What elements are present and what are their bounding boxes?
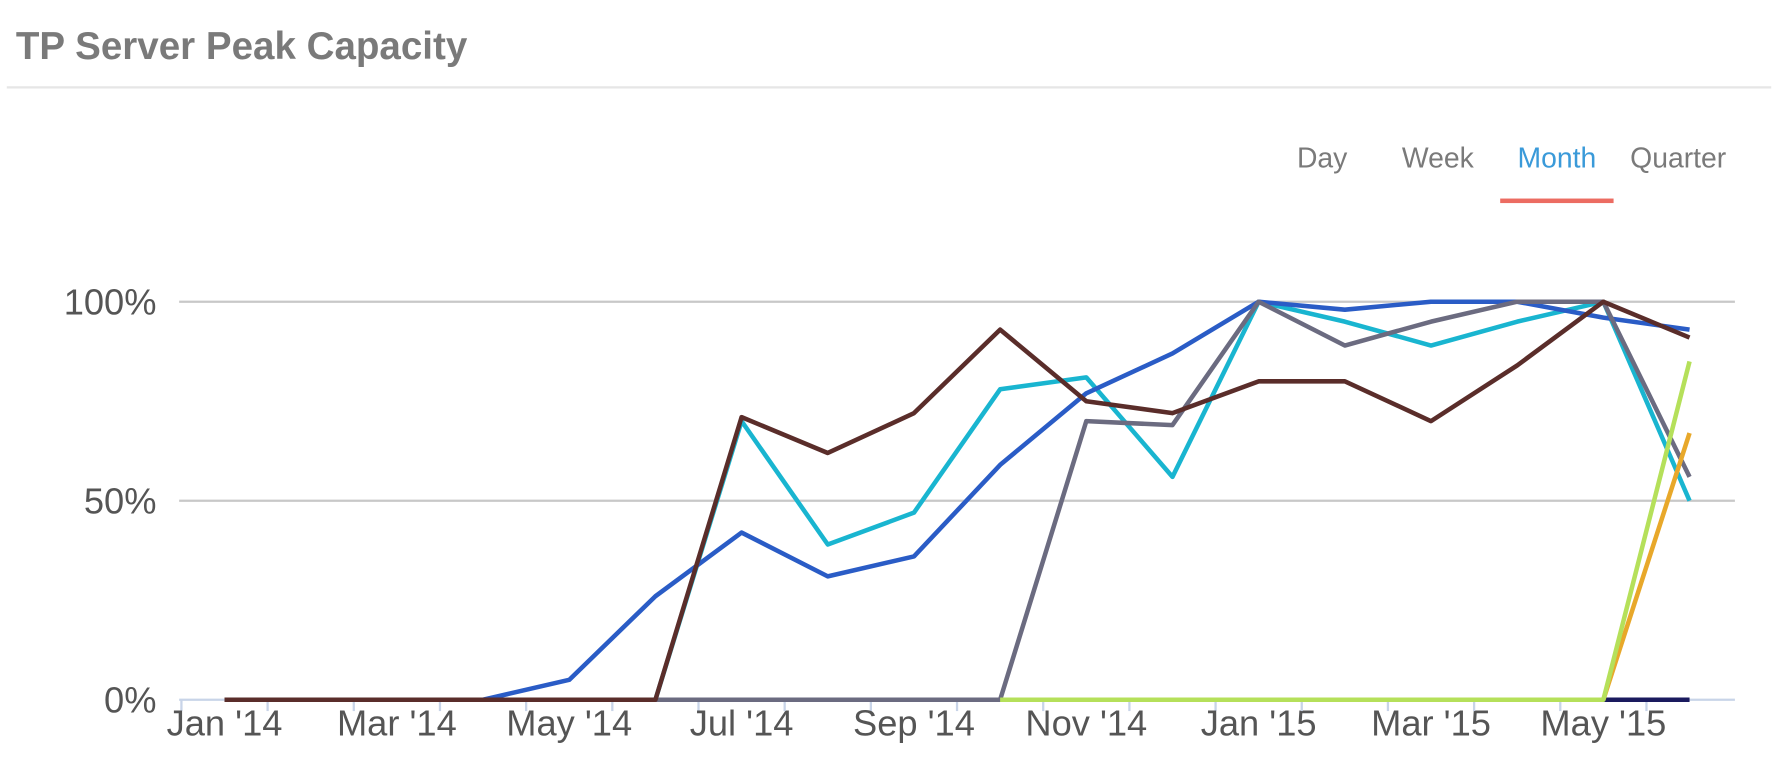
series-line <box>1601 432 1692 701</box>
x-tick-label: Jul '14 <box>690 702 794 743</box>
chart-title: TP Server Peak Capacity <box>16 25 468 68</box>
x-tick-label: May '15 <box>1540 702 1666 743</box>
x-tick-label: May '14 <box>506 702 632 743</box>
x-tick-label: Nov '14 <box>1025 702 1147 743</box>
series-line <box>224 299 1691 703</box>
x-tick-label: Jan '15 <box>1201 702 1317 743</box>
tab[interactable]: Month <box>1518 142 1597 174</box>
y-tick-label: 100% <box>64 282 157 323</box>
x-tick-label: Sep '14 <box>853 702 975 743</box>
plot-lines <box>224 299 1692 703</box>
x-tick-label: Mar '15 <box>1371 702 1491 743</box>
tab[interactable]: Quarter <box>1630 142 1726 174</box>
series-line <box>1000 360 1692 703</box>
tab[interactable]: Day <box>1297 142 1348 174</box>
y-tick-label: 0% <box>104 680 156 721</box>
x-tick-label: Jan '14 <box>167 702 283 743</box>
tab[interactable]: Week <box>1402 142 1475 174</box>
x-tick-label: Mar '14 <box>337 702 457 743</box>
tab-indicator <box>1500 198 1614 204</box>
axes: 0% 50% 100% Jan '14 Mar '14 May '14 Jul '14 Sep… <box>64 282 1735 743</box>
y-tick-label: 50% <box>84 481 157 522</box>
tab-bar: Day Week Month Quarter <box>1297 142 1726 204</box>
